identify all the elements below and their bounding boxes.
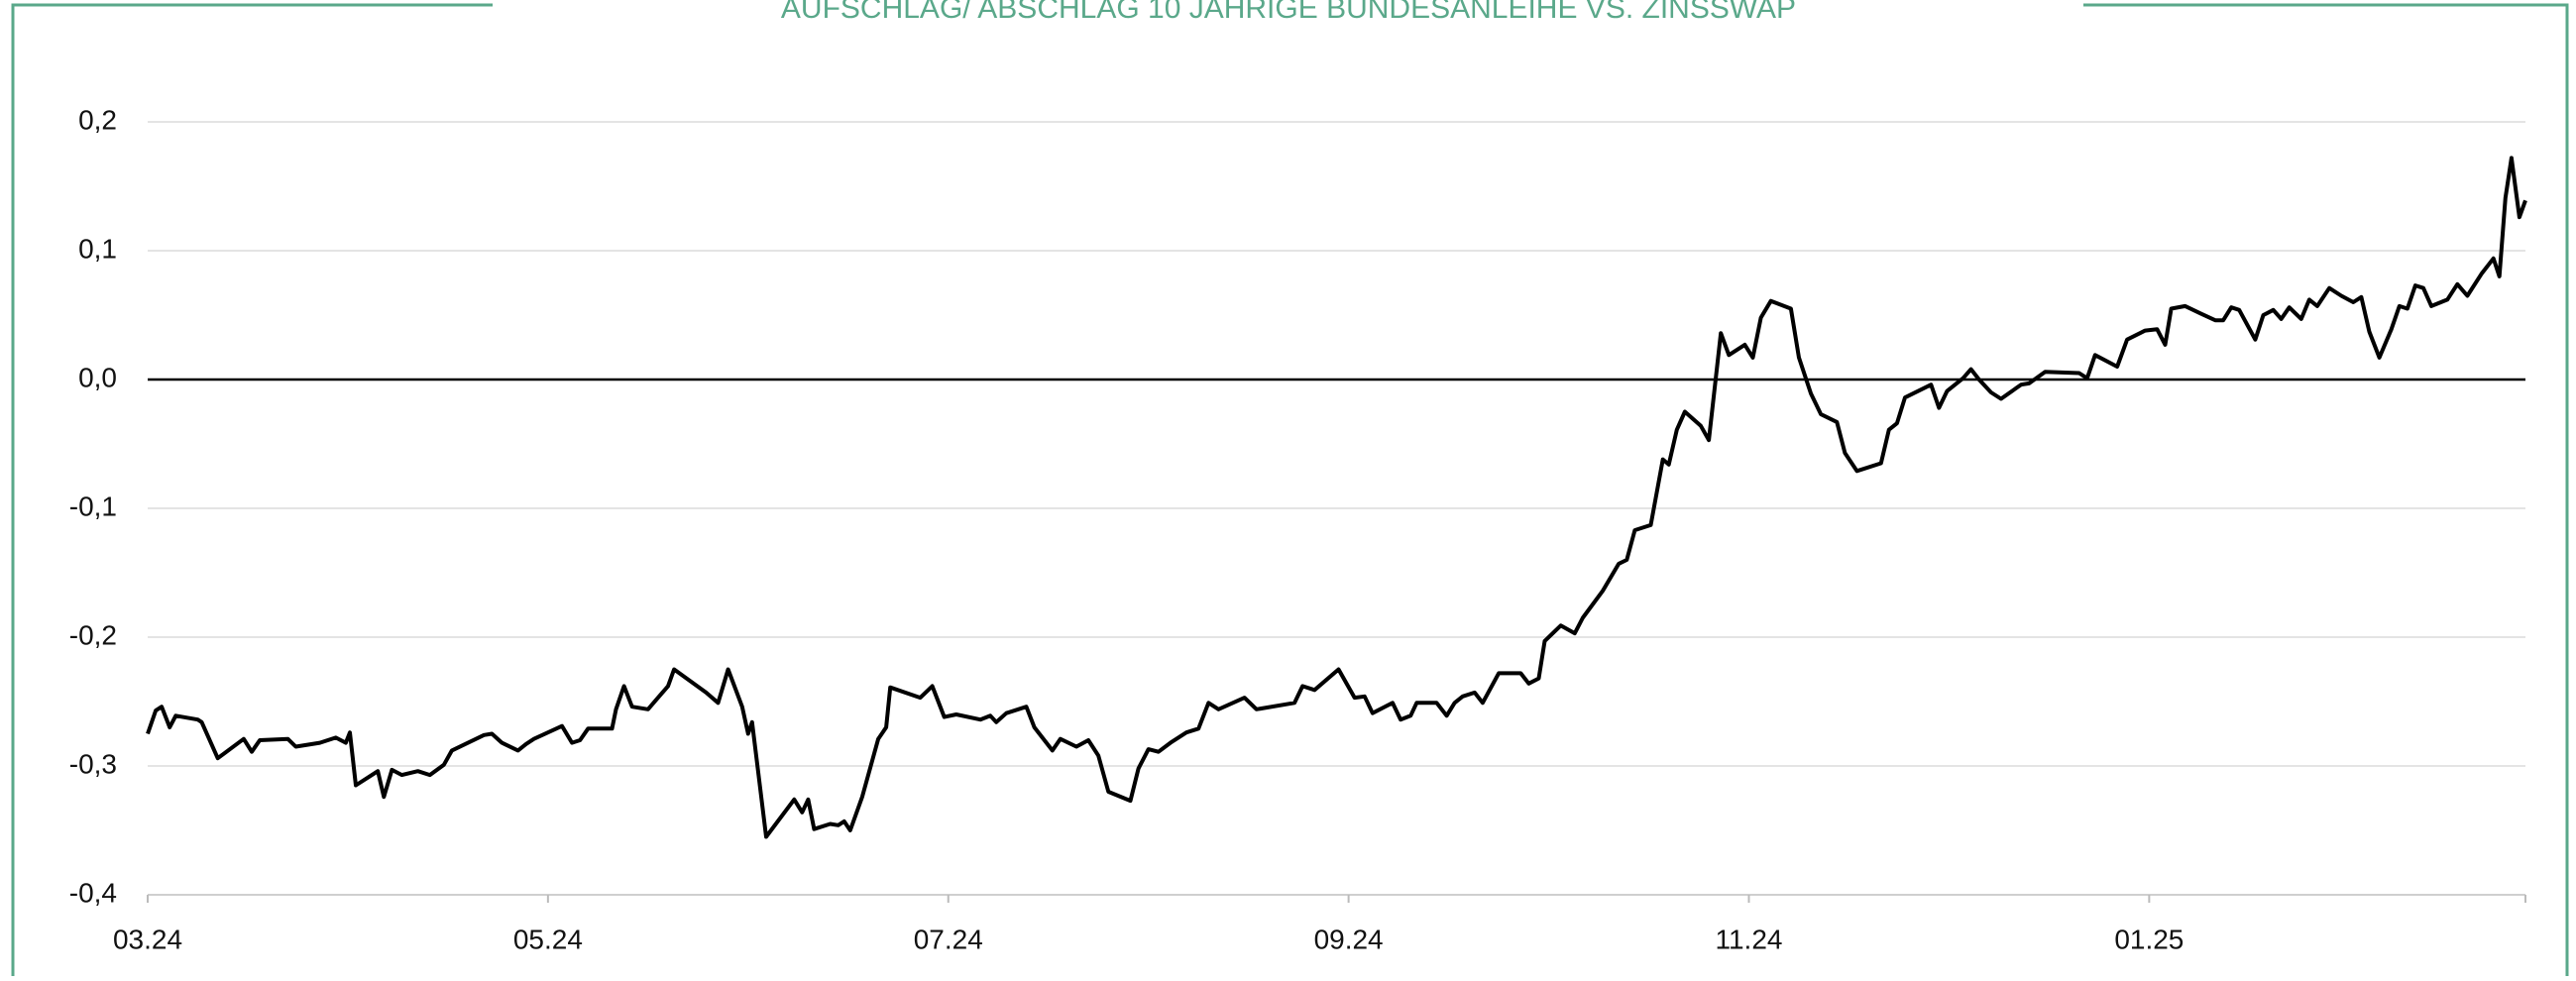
y-tick-label: -0,2	[69, 619, 117, 650]
x-tick-label: 11.24	[1715, 924, 1782, 954]
y-tick-label: 0,1	[78, 233, 117, 264]
y-tick-label: -0,4	[69, 877, 117, 908]
frame	[11, 3, 2569, 976]
x-tick-label: 09.24	[1314, 924, 1384, 954]
x-tick-label: 05.24	[513, 924, 583, 954]
y-tick-label: -0,1	[69, 490, 117, 521]
x-tick-label: 01.25	[2114, 924, 2184, 954]
x-tick-label: 07.24	[914, 924, 983, 954]
chart-title: AUFSCHLAG/ ABSCHLAG 10 JÄHRIGE BUNDESANL…	[781, 0, 1796, 25]
y-tick-label: 0,2	[78, 104, 117, 135]
x-tick-label: 03.24	[113, 924, 182, 954]
frame-left	[11, 3, 493, 976]
y-tick-label: -0,3	[69, 748, 117, 779]
line-series	[146, 156, 2527, 839]
frame-right	[2083, 3, 2569, 976]
y-tick-label: 0,0	[78, 362, 117, 392]
